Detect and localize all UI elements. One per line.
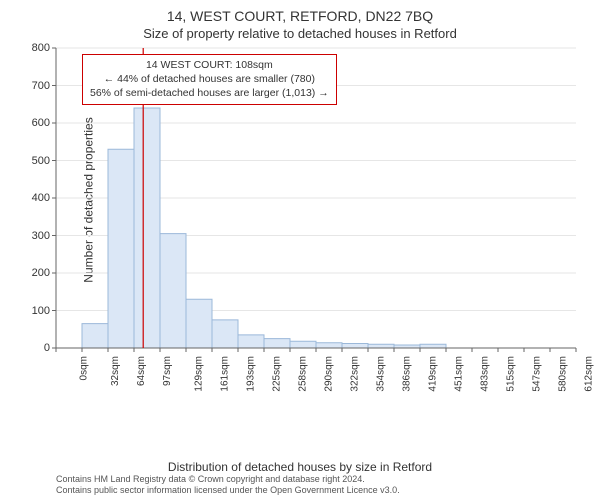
footer-line-2: Contains public sector information licen… <box>56 485 400 496</box>
annotation-line-3: 56% of semi-detached houses are larger (… <box>90 86 329 100</box>
y-tick: 500 <box>20 155 50 167</box>
x-tick: 322sqm <box>350 356 361 392</box>
x-tick: 161sqm <box>220 356 231 392</box>
footer-line-1: Contains HM Land Registry data © Crown c… <box>56 474 400 485</box>
chart-area: 0100200300400500600700800 0sqm32sqm64sqm… <box>56 48 576 398</box>
x-tick: 225sqm <box>272 356 283 392</box>
x-tick: 580sqm <box>558 356 569 392</box>
x-tick: 193sqm <box>246 356 257 392</box>
x-tick: 612sqm <box>584 356 595 392</box>
page-title: 14, WEST COURT, RETFORD, DN22 7BQ <box>0 0 600 24</box>
x-axis-label: Distribution of detached houses by size … <box>0 460 600 474</box>
annotation-line-1: 14 WEST COURT: 108sqm <box>90 58 329 72</box>
x-tick: 32sqm <box>110 356 121 386</box>
x-tick: 515sqm <box>506 356 517 392</box>
chart-container: 14, WEST COURT, RETFORD, DN22 7BQ Size o… <box>0 0 600 500</box>
marker-annotation: 14 WEST COURT: 108sqm ← 44% of detached … <box>82 54 337 105</box>
page-subtitle: Size of property relative to detached ho… <box>0 24 600 41</box>
x-tick: 258sqm <box>298 356 309 392</box>
x-tick: 129sqm <box>194 356 205 392</box>
x-tick: 290sqm <box>324 356 335 392</box>
x-tick: 64sqm <box>136 356 147 386</box>
y-tick: 400 <box>20 192 50 204</box>
y-tick: 700 <box>20 80 50 92</box>
x-tick: 547sqm <box>532 356 543 392</box>
x-tick: 451sqm <box>454 356 465 392</box>
y-tick: 300 <box>20 230 50 242</box>
y-tick: 100 <box>20 305 50 317</box>
x-tick: 0sqm <box>78 356 89 380</box>
x-tick: 97sqm <box>162 356 173 386</box>
x-tick: 483sqm <box>480 356 491 392</box>
y-tick: 0 <box>20 342 50 354</box>
x-tick: 354sqm <box>376 356 387 392</box>
annotation-line-2: ← 44% of detached houses are smaller (78… <box>90 72 329 86</box>
x-tick: 419sqm <box>428 356 439 392</box>
y-tick: 800 <box>20 42 50 54</box>
footer-attribution: Contains HM Land Registry data © Crown c… <box>56 474 400 496</box>
y-tick: 600 <box>20 117 50 129</box>
x-tick: 386sqm <box>402 356 413 392</box>
y-tick: 200 <box>20 267 50 279</box>
